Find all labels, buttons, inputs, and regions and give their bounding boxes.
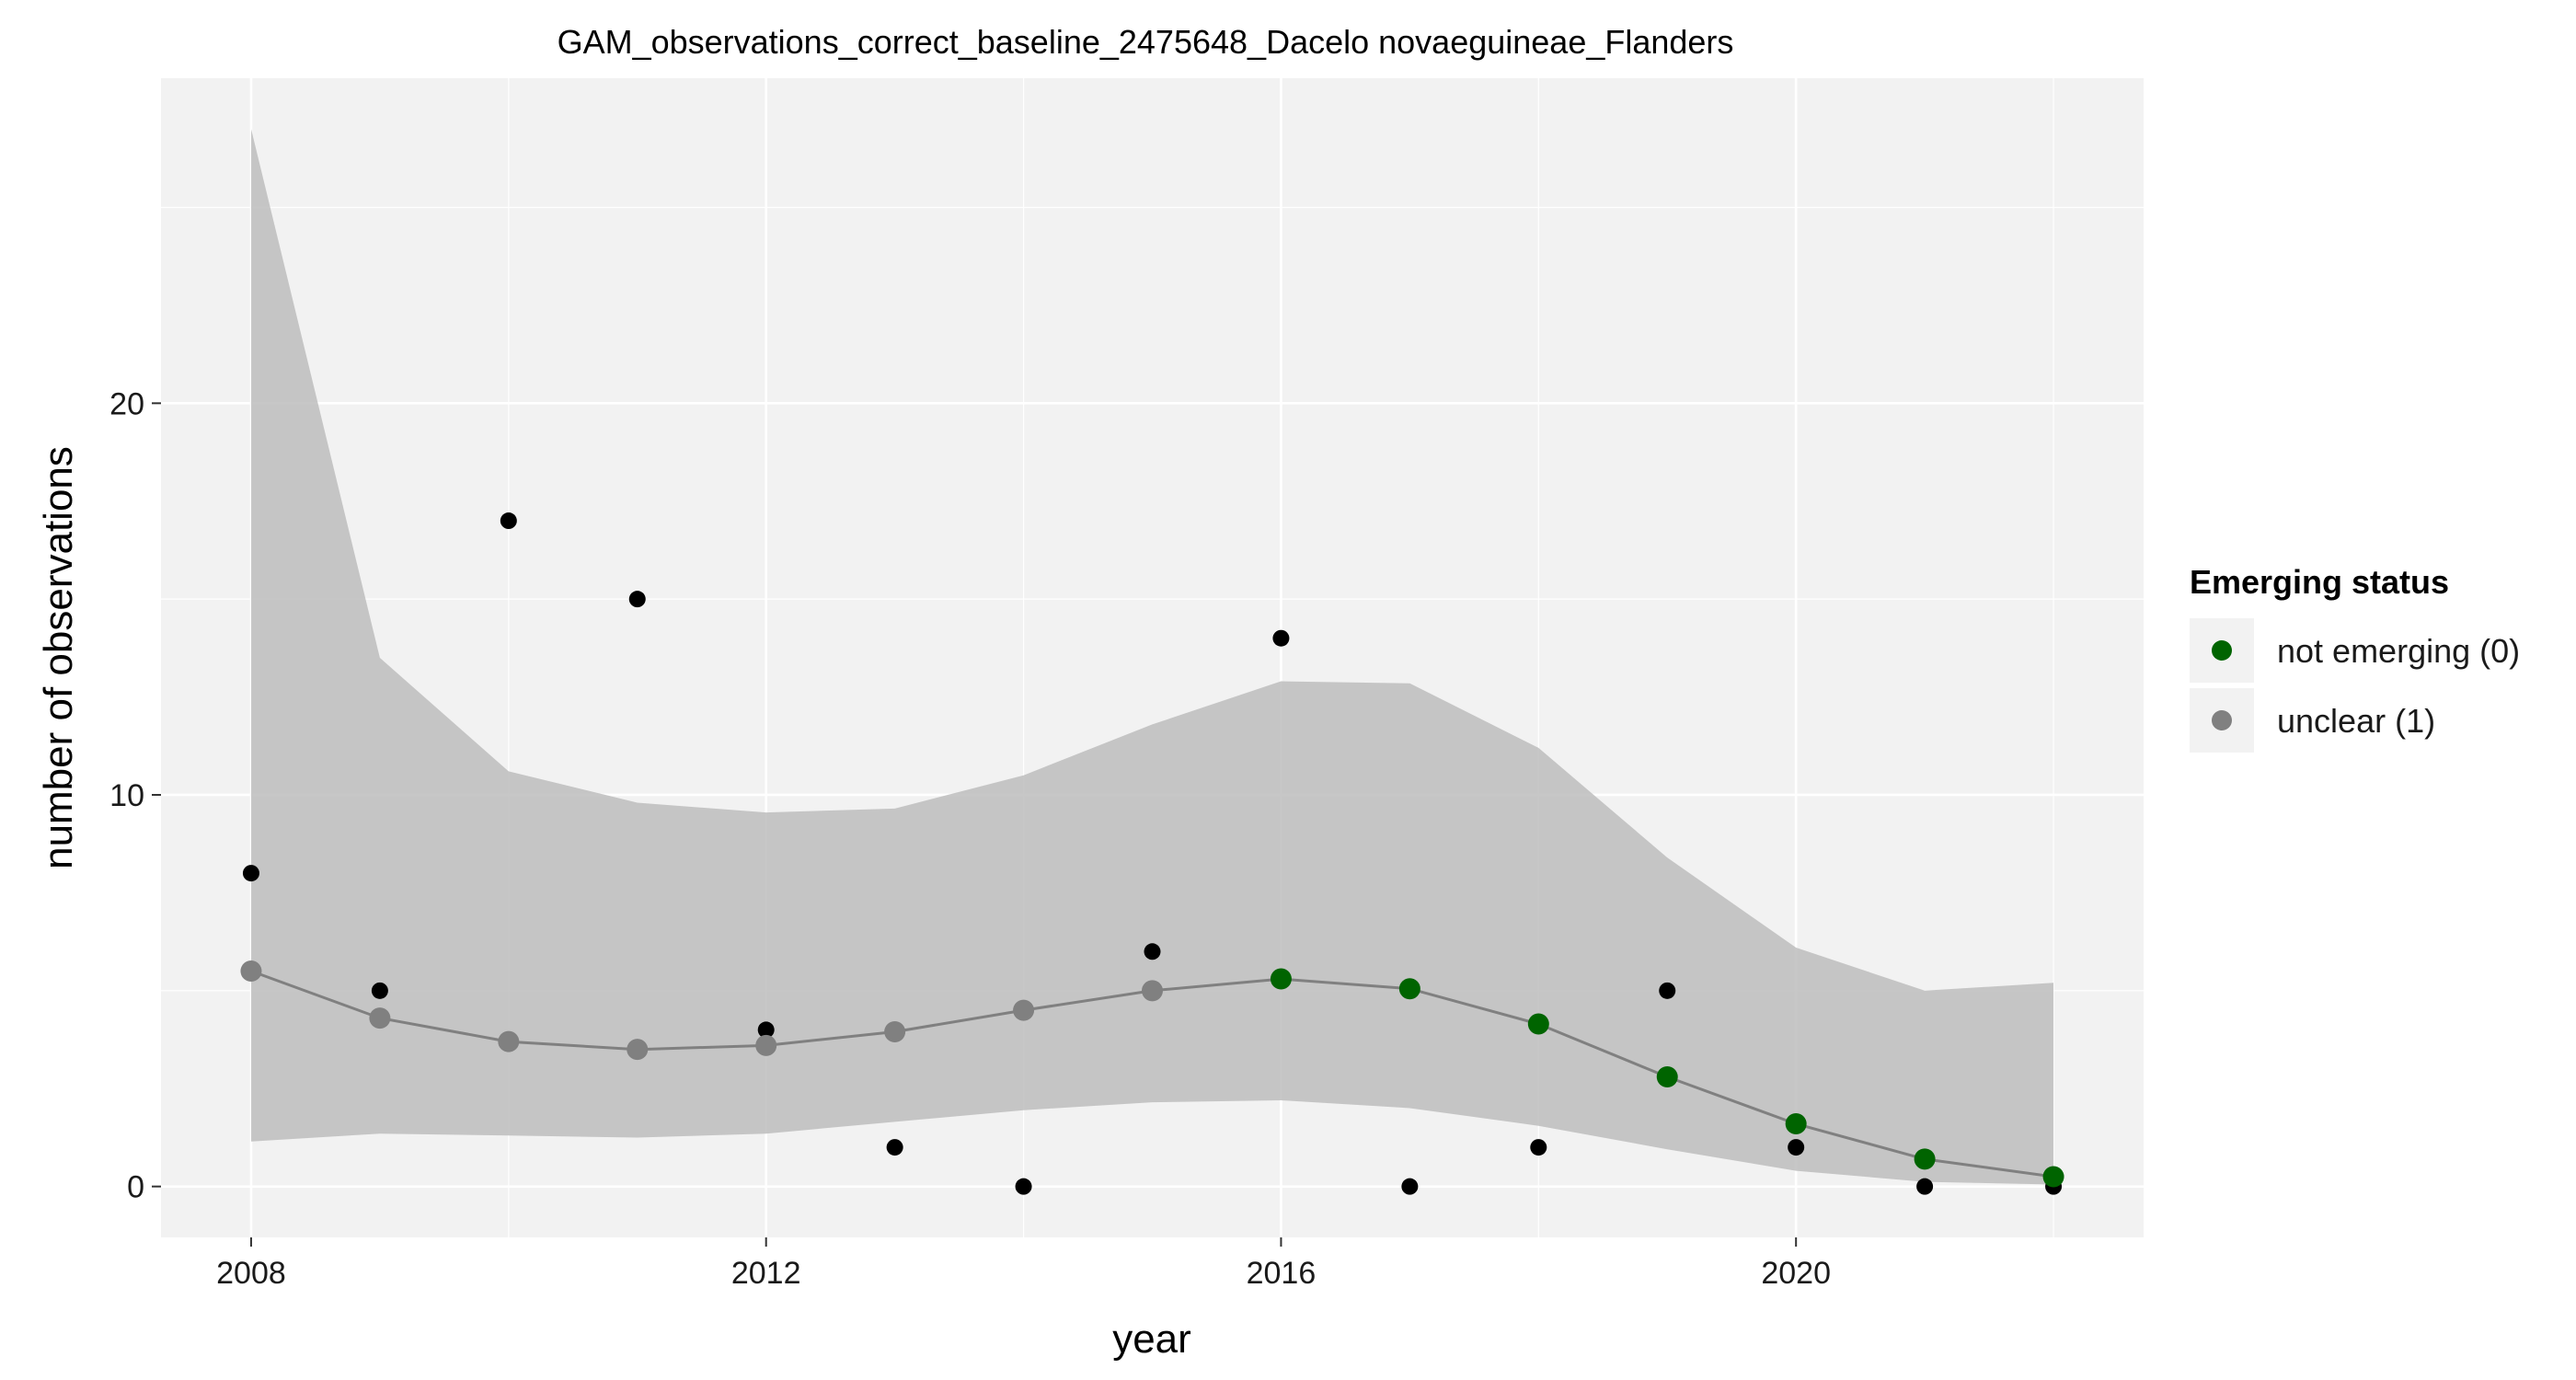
legend-label-unclear: unclear (1) [2277, 702, 2435, 740]
fitted-point [884, 1021, 906, 1043]
x-tick-label: 2016 [1247, 1256, 1317, 1291]
fitted-point [2042, 1166, 2064, 1188]
legend-marker-unclear [2212, 710, 2232, 730]
fitted-point [755, 1034, 777, 1056]
fitted-point [627, 1039, 649, 1061]
x-tick-label: 2012 [731, 1256, 801, 1291]
observed-point [371, 982, 388, 999]
x-axis-title: year [1112, 1317, 1191, 1362]
fitted-point [240, 960, 262, 983]
x-tick-label: 2020 [1761, 1256, 1831, 1291]
fitted-point [498, 1030, 520, 1052]
y-tick-label: 0 [127, 1170, 144, 1205]
x-tick-label: 2008 [216, 1256, 286, 1291]
fitted-point [369, 1007, 391, 1029]
observed-point [500, 512, 517, 530]
confidence-ribbon-layer [251, 129, 2053, 1185]
y-tick-label: 20 [109, 386, 144, 421]
fitted-point [1142, 980, 1163, 1002]
legend-marker-not-emerging [2212, 640, 2232, 661]
fitted-point [1013, 999, 1035, 1021]
confidence-ribbon [251, 129, 2053, 1185]
fitted-point [1914, 1148, 1936, 1170]
fitted-point [1270, 968, 1292, 990]
observed-point [1788, 1139, 1805, 1156]
legend-label-not-emerging: not emerging (0) [2277, 632, 2520, 670]
legend: Emerging status not emerging (0) unclear… [2190, 563, 2520, 753]
observed-point [1659, 982, 1676, 999]
observed-point [1401, 1178, 1419, 1195]
observed-point [242, 865, 259, 882]
y-tick-label: 10 [109, 778, 144, 813]
observed-point [1015, 1178, 1032, 1195]
observed-point [886, 1139, 903, 1156]
observed-point [1272, 629, 1290, 647]
fitted-point [1398, 978, 1420, 1000]
fitted-point [1527, 1013, 1549, 1035]
axes: 2008 2012 2016 2020 0 10 20 [109, 386, 1831, 1291]
observed-point [757, 1021, 775, 1039]
observed-point [1530, 1139, 1547, 1156]
observed-points-layer [242, 512, 2063, 1195]
fitted-point [1785, 1113, 1807, 1135]
fitted-point [1656, 1065, 1678, 1087]
observed-point [1916, 1178, 1934, 1195]
legend-title: Emerging status [2190, 563, 2449, 601]
chart-title: GAM_observations_correct_baseline_247564… [558, 23, 1734, 61]
y-axis-title: number of observations [36, 446, 81, 869]
fitted-points-layer [240, 960, 2064, 1188]
observed-point [1144, 943, 1161, 960]
observed-point [628, 591, 646, 608]
